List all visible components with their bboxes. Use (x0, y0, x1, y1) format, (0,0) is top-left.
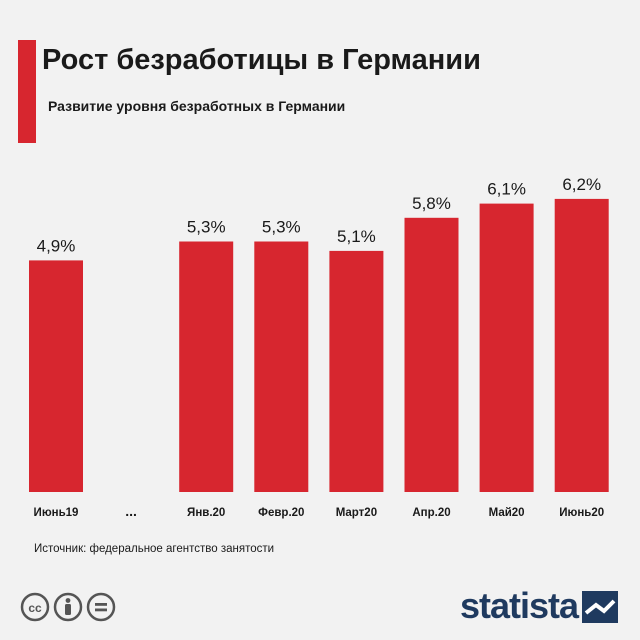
data-label-5: 5,8% (412, 194, 451, 213)
x-tick-label-5: Апр.20 (412, 507, 450, 519)
statista-logo-text: statista (460, 585, 579, 626)
license-icons: cc (20, 592, 130, 631)
person-icon (53, 592, 83, 622)
x-tick-label-7: Июнь20 (559, 507, 604, 519)
source-note: Источник: федеральное агентство занятост… (34, 543, 275, 555)
bar-2 (179, 241, 234, 492)
bar-0 (29, 260, 83, 492)
bar-4 (329, 250, 384, 492)
x-tick-label-4: Март20 (336, 507, 377, 519)
x-tick-label-1: ... (125, 503, 137, 519)
data-label-7: 6,2% (562, 175, 601, 194)
chart-title: Рост безработицы в Германии (42, 44, 481, 76)
bar-7 (554, 198, 609, 492)
bar-5 (404, 217, 459, 493)
data-label-6: 6,1% (487, 180, 526, 199)
x-tick-label-0: Июнь19 (34, 507, 79, 519)
data-label-4: 5,1% (337, 227, 376, 246)
data-label-0: 4,9% (37, 236, 76, 255)
x-tick-label-3: Февр.20 (258, 507, 304, 519)
statista-logo-icon (582, 591, 618, 623)
bar-6 (479, 203, 534, 492)
bar-3 (254, 241, 309, 492)
data-label-2: 5,3% (187, 218, 226, 237)
svg-text:cc: cc (28, 601, 42, 615)
cc-icon: cc (20, 592, 50, 622)
data-label-3: 5,3% (262, 218, 301, 237)
equals-icon (86, 592, 116, 622)
title-accent-bar (18, 40, 36, 143)
chart-subtitle: Развитие уровня безработных в Германии (48, 98, 346, 114)
x-tick-label-2: Янв.20 (187, 507, 225, 519)
x-tick-label-6: Май20 (489, 507, 525, 519)
